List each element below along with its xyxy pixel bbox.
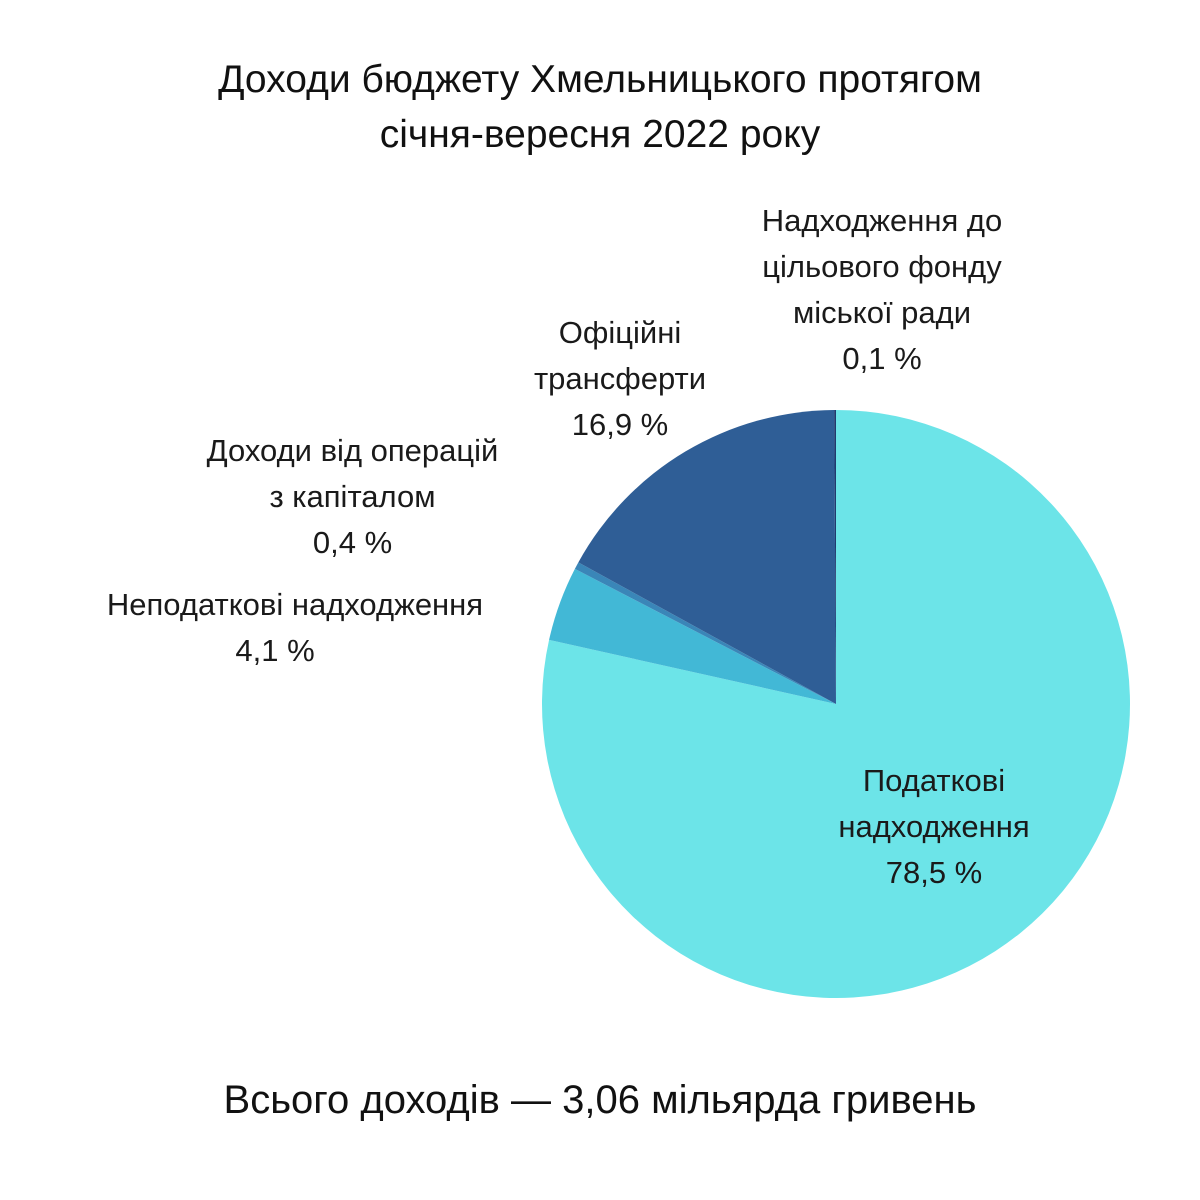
- slice-label-non-tax-revenue: Неподаткові надходження 4,1 %: [40, 582, 550, 674]
- slice-name-line: трансферти: [533, 361, 707, 396]
- chart-title-line-1: Доходи бюджету Хмельницького протягом: [218, 58, 982, 101]
- slice-name-line: цільового фонду: [762, 249, 1002, 284]
- slice-name-line: Доходи від операцій: [206, 433, 499, 468]
- slice-name-line: Надходження до: [761, 203, 1003, 238]
- slice-name-line: Неподаткові надходження: [106, 587, 484, 622]
- pie-slice-2: [574, 562, 836, 704]
- pie-slice-3: [578, 410, 836, 704]
- slice-label-official-transfers: Офіційні трансферти 16,9 %: [490, 310, 750, 448]
- slice-name-line: Податкові: [862, 763, 1006, 798]
- pie-slice-0: [542, 410, 1131, 998]
- slice-name-line: з капіталом: [269, 479, 436, 514]
- slice-label-target-fund: Надходження до цільового фонду міської р…: [722, 198, 1042, 382]
- slice-label-tax-revenue: Податкові надходження 78,5 %: [764, 758, 1104, 896]
- slice-value-label: 0,1 %: [842, 341, 922, 376]
- slice-value-label: 0,4 %: [312, 525, 393, 560]
- chart-title-line-2: січня-вересня 2022 року: [379, 113, 821, 156]
- slice-name-line: надходження: [838, 809, 1030, 844]
- slice-value-label: 16,9 %: [571, 407, 669, 442]
- total-revenue-caption: Всього доходів — 3,06 мільярда гривень: [223, 1078, 977, 1122]
- pie-slice-4: [834, 410, 836, 704]
- slice-label-capital-operations: Доходи від операцій з капіталом 0,4 %: [160, 428, 545, 566]
- slice-name-line: Офіційні: [558, 315, 682, 350]
- chart-title: Доходи бюджету Хмельницького протягом сі…: [0, 52, 1200, 162]
- slice-name-line: міської ради: [792, 295, 972, 330]
- slice-value-label: 4,1 %: [235, 633, 315, 668]
- slice-value-label: 78,5 %: [885, 855, 983, 890]
- pie-slice-1: [549, 568, 836, 704]
